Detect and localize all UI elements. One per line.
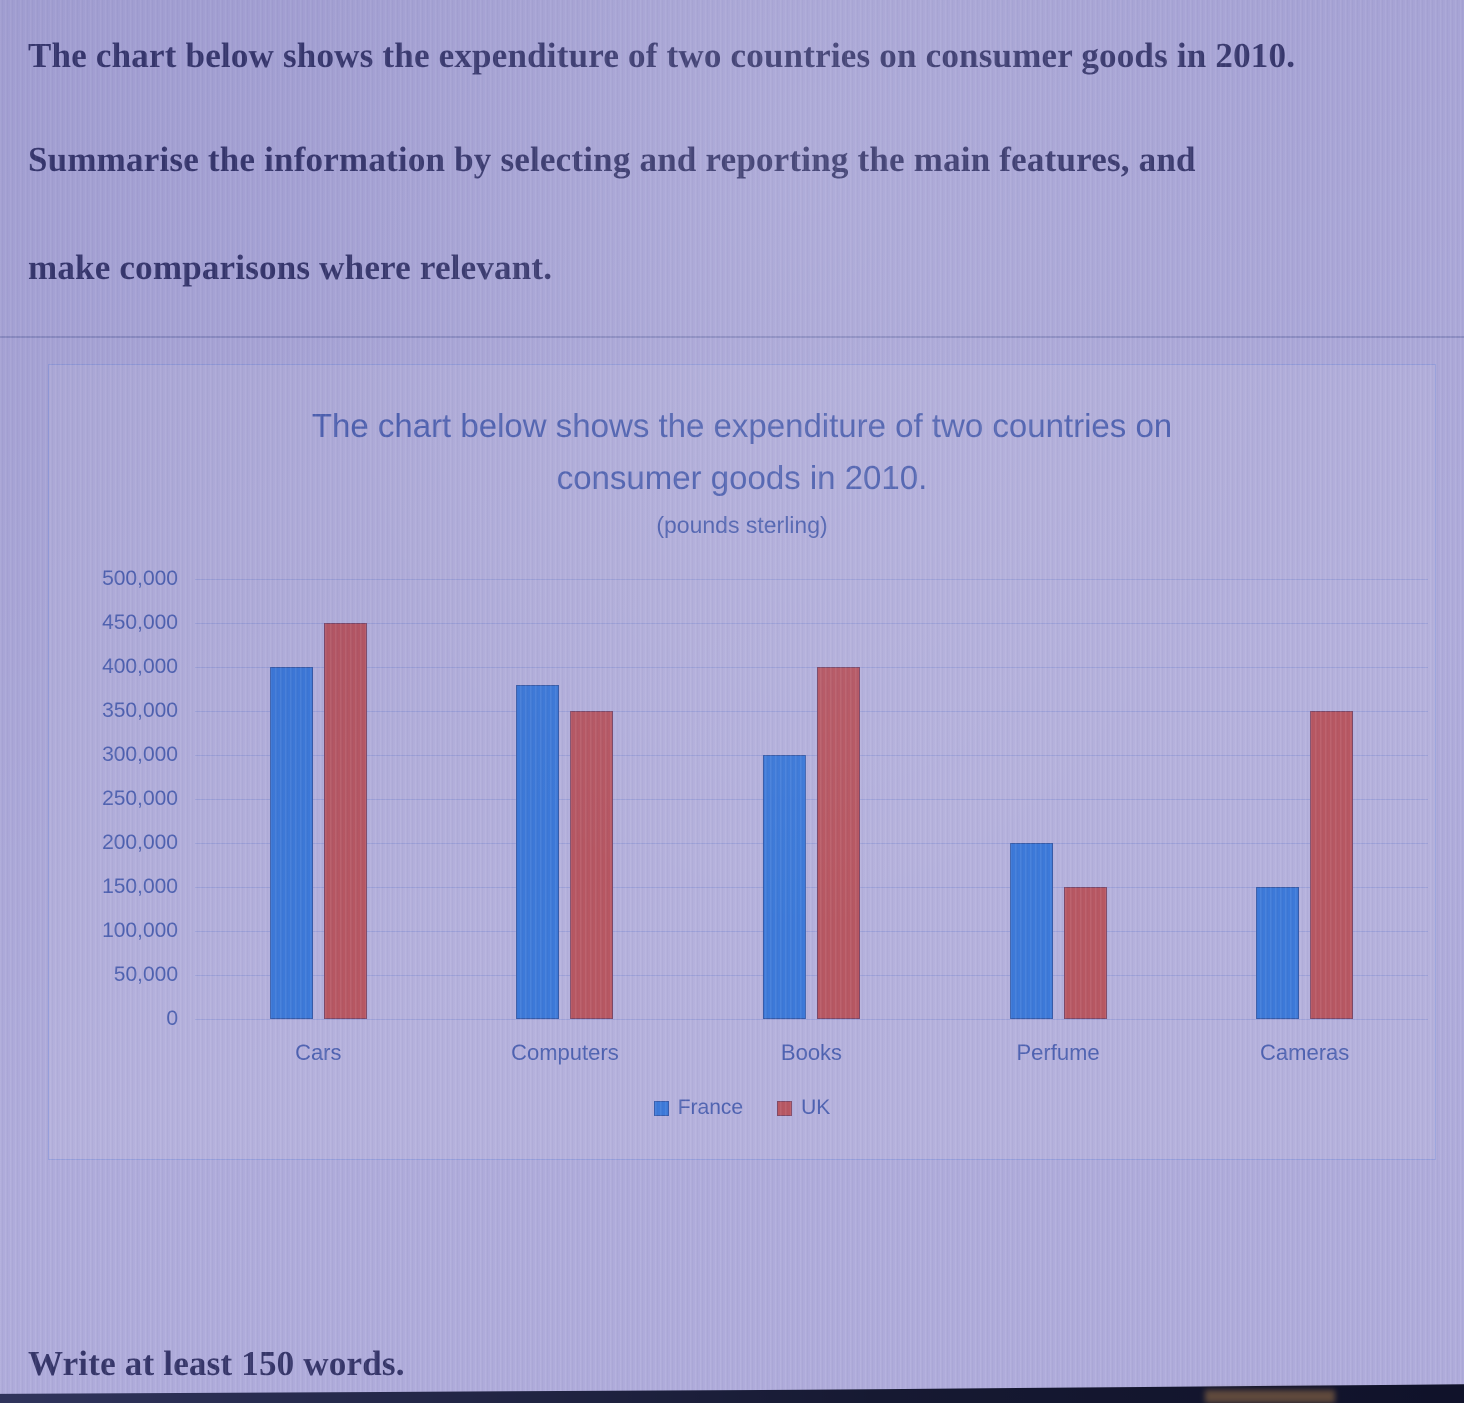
chart-title-text: The chart below shows the expenditure of… [311, 407, 1173, 496]
x-axis-label-computers: Computers [511, 1040, 619, 1065]
y-axis-tick-label: 500,000 [102, 567, 178, 590]
legend: France UK [48, 1096, 1436, 1120]
bar-uk-cars [323, 623, 367, 1019]
gridline [195, 667, 1428, 668]
y-axis-tick-label: 50,000 [113, 963, 178, 986]
x-axis-label-perfume: Perfume [1016, 1040, 1100, 1065]
word-count-requirement: Write at least 150 words. [28, 1344, 405, 1383]
bar-uk-books [816, 667, 860, 1019]
chart-subtitle: (pounds sterling) [656, 512, 828, 538]
y-axis-tick-label: 200,000 [102, 831, 178, 854]
legend-item-france: France [653, 1096, 744, 1120]
bar-uk-cameras [1310, 711, 1354, 1019]
bar-group-computers [442, 579, 689, 1019]
y-axis-tick-label: 400,000 [102, 655, 178, 678]
bar-group-perfume [935, 579, 1182, 1019]
y-axis-tick-label: 100,000 [102, 919, 178, 942]
bar-france-perfume [1009, 843, 1053, 1019]
x-axis-label-cameras: Cameras [1260, 1040, 1350, 1065]
bar-uk-computers [570, 711, 614, 1019]
gridline [195, 799, 1428, 800]
gridline [195, 755, 1428, 756]
y-axis-tick-label: 450,000 [102, 611, 178, 634]
y-axis-tick-label: 350,000 [102, 699, 178, 722]
gridline [195, 975, 1428, 976]
bar-france-books [762, 755, 806, 1019]
gridline [195, 1019, 1428, 1020]
y-axis-tick-label: 300,000 [102, 743, 178, 766]
bar-france-cameras [1256, 887, 1300, 1019]
bar-france-cars [269, 667, 313, 1019]
legend-item-uk: UK [777, 1096, 830, 1120]
bar-group-cameras [1181, 579, 1428, 1019]
gridline [195, 623, 1428, 624]
bar-group-cars [195, 579, 442, 1019]
plot-area [195, 579, 1428, 1020]
gridline [195, 579, 1428, 580]
screen-reflection-smudge [1205, 1390, 1335, 1403]
bar-group-books [688, 579, 935, 1019]
x-axis: Cars Computers Books Perfume Cameras [195, 1040, 1428, 1066]
bar-france-computers [516, 684, 560, 1019]
gridline [195, 843, 1428, 844]
task-instruction-line-2: Summarise the information by selecting a… [28, 140, 1196, 179]
task-instruction-line-3: make comparisons where relevant. [28, 248, 553, 287]
y-axis-tick-label: 0 [166, 1007, 178, 1030]
chart-title: The chart below shows the expenditure of… [48, 400, 1436, 504]
legend-label-uk: UK [801, 1096, 831, 1119]
legend-swatch-france [653, 1100, 669, 1116]
task-instruction-line-1: The chart below shows the expenditure of… [28, 36, 1296, 75]
x-axis-label-books: Books [780, 1040, 843, 1065]
y-axis-tick-label: 250,000 [102, 787, 178, 810]
legend-label-france: France [677, 1096, 744, 1119]
y-axis-tick-label: 150,000 [102, 875, 178, 898]
horizontal-divider [0, 336, 1464, 338]
gridline [195, 711, 1428, 712]
gridline [195, 887, 1428, 888]
x-axis-label-cars: Cars [295, 1040, 342, 1065]
legend-swatch-uk [777, 1100, 793, 1116]
gridline [195, 931, 1428, 932]
bar-uk-perfume [1063, 887, 1107, 1019]
